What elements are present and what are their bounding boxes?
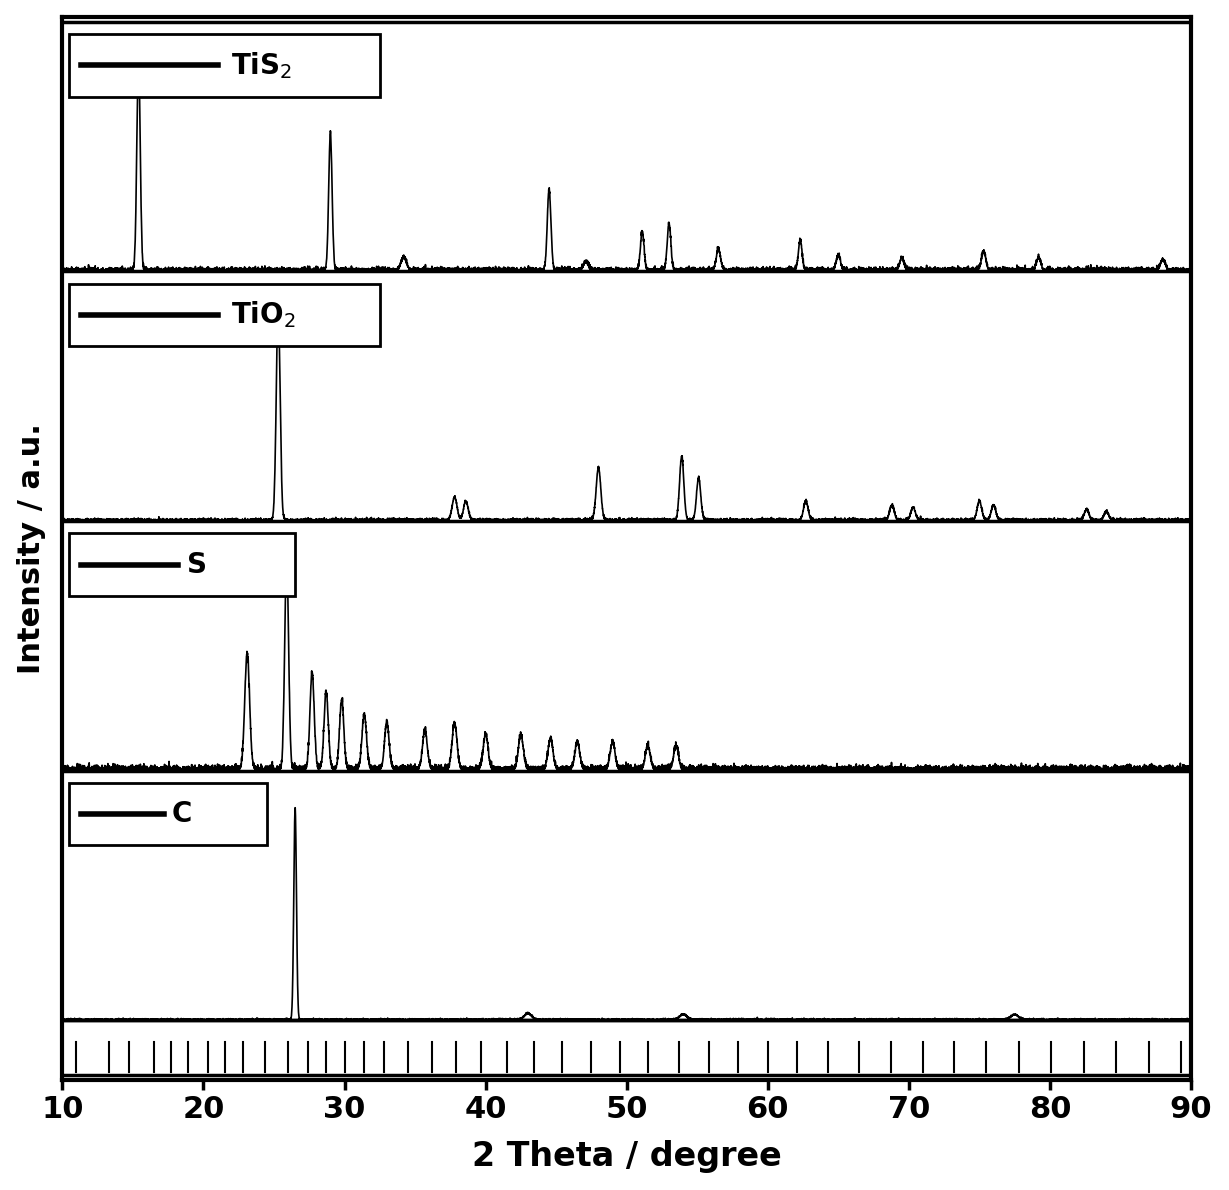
Text: S: S bbox=[187, 551, 206, 578]
Bar bbox=[69, 783, 267, 845]
Text: TiO$_2$: TiO$_2$ bbox=[231, 300, 295, 331]
Bar bbox=[69, 35, 380, 96]
Bar bbox=[69, 283, 380, 346]
X-axis label: 2 Theta / degree: 2 Theta / degree bbox=[472, 1140, 782, 1173]
Text: C: C bbox=[172, 800, 193, 828]
Y-axis label: Intensity / a.u.: Intensity / a.u. bbox=[17, 422, 45, 674]
Bar bbox=[69, 533, 295, 596]
Text: TiS$_2$: TiS$_2$ bbox=[231, 50, 291, 81]
